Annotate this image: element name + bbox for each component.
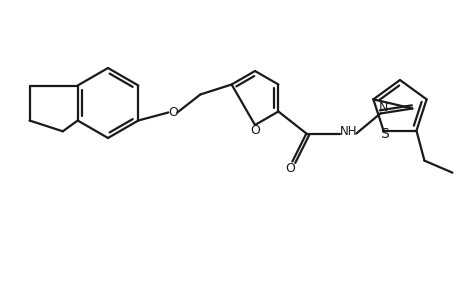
Text: O: O [168, 106, 178, 119]
Text: S: S [380, 127, 389, 141]
Text: O: O [286, 162, 295, 175]
Text: NH: NH [340, 125, 357, 138]
Text: N: N [378, 101, 388, 114]
Text: O: O [250, 123, 260, 136]
